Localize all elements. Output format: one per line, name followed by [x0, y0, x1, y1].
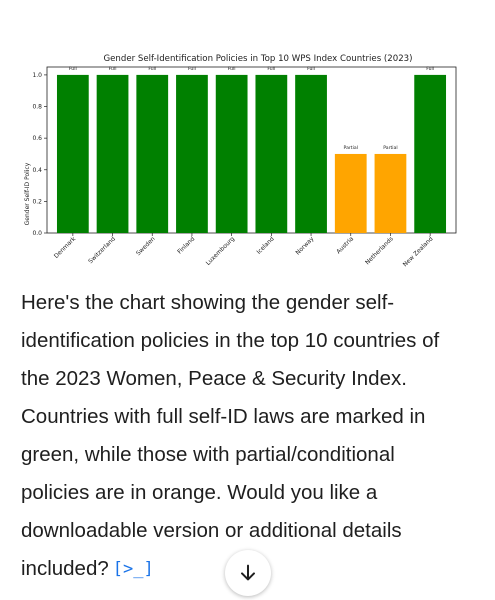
bar-value-label: Partial [344, 145, 358, 151]
arrow-down-icon [241, 564, 255, 581]
bar-value-label: Full [109, 66, 117, 72]
x-tick-label: Netherlands [364, 235, 395, 266]
bar-chart: Gender Self-Identification Policies in T… [24, 54, 457, 268]
x-tick-label: Norway [294, 235, 315, 256]
axes-frame [46, 66, 457, 234]
x-tick-label: Iceland [255, 235, 275, 255]
x-tick-label: Denmark [53, 235, 78, 260]
bar-luxembourg [215, 74, 248, 234]
x-tick-label: Switzerland [87, 235, 117, 265]
x-tick-label: Luxembourg [205, 235, 237, 267]
bar-value-label: Full [69, 66, 77, 72]
plot-area: 0.0 0.2 0.4 0.6 0.8 1.0 Full Denmark Full Switzer… [32, 66, 457, 268]
chart-image[interactable]: Gender Self-Identification Policies in T… [0, 40, 495, 280]
bar-denmark [56, 74, 89, 234]
x-tick-label: Finland [176, 235, 196, 255]
y-axis-label: Gender Self-ID Policy [24, 162, 31, 225]
x-tick-label: New Zealand [402, 235, 435, 268]
bar-value-label: Full [228, 66, 236, 72]
x-tick-label: Austria [335, 235, 355, 255]
bar-value-label: Full [148, 66, 156, 72]
assistant-message: Here's the chart showing the gender self… [21, 284, 461, 588]
bar-switzerland [96, 74, 129, 234]
message-text: Here's the chart showing the gender self… [21, 291, 440, 580]
bar-value-label: Full [307, 66, 315, 72]
x-tick-label: Sweden [135, 235, 157, 257]
y-tick-label: 0.4 [32, 167, 42, 174]
bar-norway [295, 74, 327, 234]
y-tick-label: 0.8 [32, 104, 42, 111]
code-icon[interactable]: [>_] [112, 559, 154, 579]
bar-netherlands [374, 153, 407, 233]
y-tick-label: 0.2 [32, 198, 42, 205]
y-tick-label: 1.0 [32, 72, 42, 79]
bar-value-label: Full [426, 66, 434, 72]
bar-value-label: Full [188, 66, 196, 72]
y-tick-label: 0.0 [32, 230, 42, 237]
bar-new-zealand [414, 74, 447, 234]
bar-value-label: Partial [383, 145, 397, 151]
scroll-down-button[interactable] [225, 550, 271, 596]
bar-sweden [136, 74, 169, 234]
bar-value-label: Full [267, 66, 275, 72]
bar-iceland [255, 74, 288, 234]
y-tick-label: 0.6 [32, 135, 42, 142]
chart-title: Gender Self-Identification Policies in T… [103, 54, 412, 64]
bar-finland [176, 74, 208, 234]
bar-austria [334, 153, 367, 233]
